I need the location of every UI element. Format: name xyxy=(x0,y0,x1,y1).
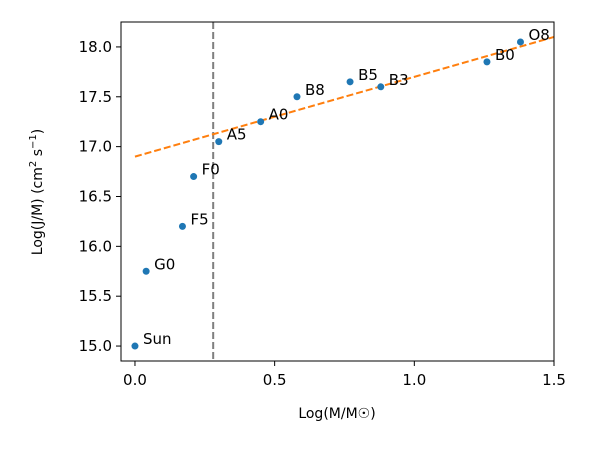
data-point-a5 xyxy=(215,138,223,146)
axis-ticks: 0.0 0.5 1.0 1.5 15.0 15.5 16.0 16.5 17.0 17.5 18.0 xyxy=(79,38,566,389)
y-axis-label-sup1: 2 xyxy=(28,161,39,167)
point-label-a5: A5 xyxy=(227,126,247,144)
y-tick-label: 16.0 xyxy=(79,237,112,255)
y-tick-label: 18.0 xyxy=(79,38,112,56)
x-tick-label: 0.0 xyxy=(123,371,147,389)
x-tick-label: 0.5 xyxy=(263,371,287,389)
y-axis-label-sup2: −1 xyxy=(28,134,39,149)
y-tick-label: 17.5 xyxy=(79,88,112,106)
y-tick-label: 16.5 xyxy=(79,187,112,205)
point-label-f5: F5 xyxy=(190,210,208,228)
plot-frame xyxy=(120,21,555,362)
y-tick-label: 15.5 xyxy=(79,287,112,305)
data-point-sun xyxy=(131,342,139,350)
data-point-a0 xyxy=(257,118,265,126)
data-point-o8 xyxy=(516,38,524,46)
chart-marks: Sun G0 F5 F0 A5 A0 B8 B5 B3 B0 O8 xyxy=(131,22,555,361)
point-label-f0: F0 xyxy=(202,161,220,179)
point-label-b0: B0 xyxy=(495,46,515,64)
data-point-b8 xyxy=(293,93,301,101)
data-point-g0 xyxy=(142,267,150,275)
x-tick-label: 1.0 xyxy=(402,371,426,389)
point-label-a0: A0 xyxy=(269,106,289,124)
y-axis-label-main: Log(J/M) (cm xyxy=(30,167,46,255)
x-tick-label: 1.5 xyxy=(542,371,566,389)
y-tick-label: 17.0 xyxy=(79,138,112,156)
point-label-g0: G0 xyxy=(154,255,175,273)
point-label-o8: O8 xyxy=(528,26,549,44)
plot-background xyxy=(121,22,554,361)
y-axis-label-end: ) xyxy=(30,129,46,134)
data-point-b0 xyxy=(483,58,491,66)
data-point-b5 xyxy=(346,78,354,86)
fit-line xyxy=(134,35,555,158)
data-point-b3 xyxy=(377,83,385,91)
x-axis-label: Log(M/M☉) xyxy=(298,406,375,422)
data-point-f5 xyxy=(178,222,186,230)
point-label-b8: B8 xyxy=(305,81,325,99)
y-axis-label-mid: s xyxy=(30,149,46,161)
y-tick-label: 15.0 xyxy=(79,337,112,355)
data-point-f0 xyxy=(190,173,198,181)
y-axis-label: Log(J/M) (cm2 s−1) xyxy=(28,129,46,255)
point-label-sun: Sun xyxy=(143,330,172,348)
point-label-b5: B5 xyxy=(358,66,378,84)
point-label-b3: B3 xyxy=(389,71,409,89)
